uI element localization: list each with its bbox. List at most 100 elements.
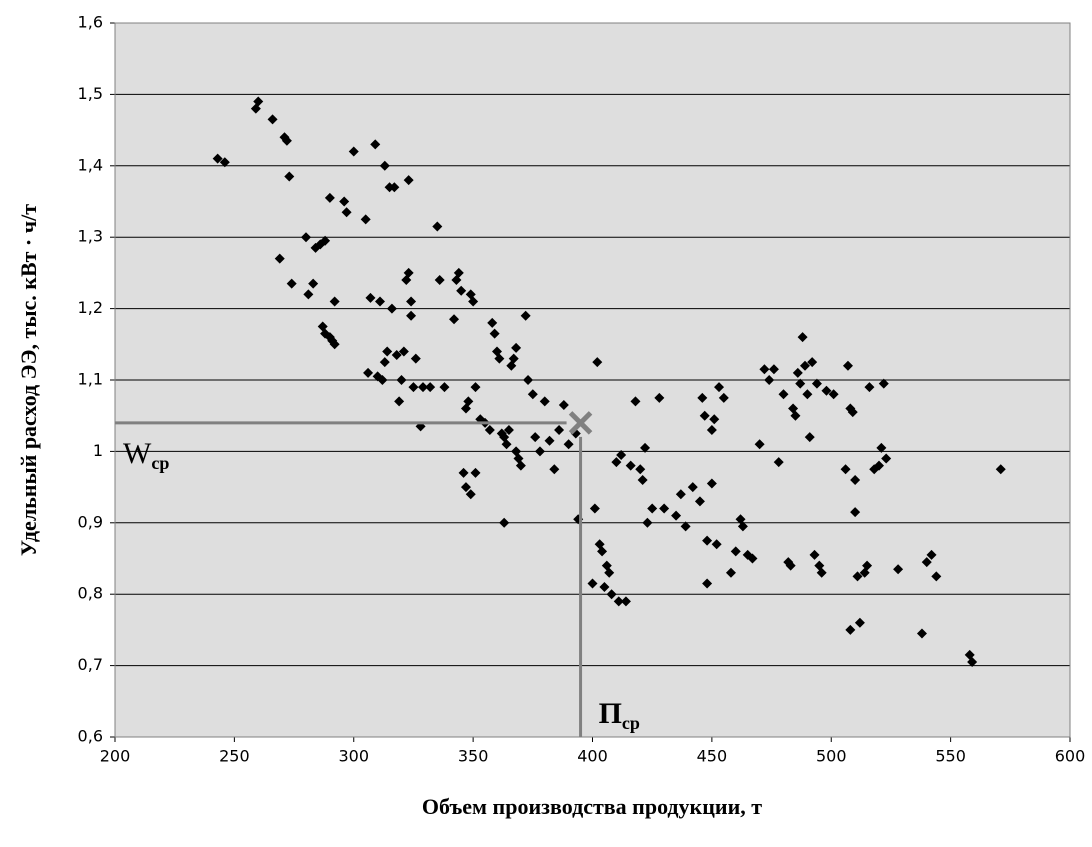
point	[616, 449, 627, 460]
point	[539, 396, 550, 407]
point	[878, 378, 889, 389]
point	[324, 192, 335, 203]
point	[845, 624, 856, 635]
point	[697, 392, 708, 403]
point	[921, 557, 932, 568]
point	[821, 385, 832, 396]
point	[523, 375, 534, 385]
point	[406, 310, 417, 321]
point	[558, 399, 569, 410]
point	[554, 424, 565, 435]
point	[396, 375, 407, 385]
point	[604, 567, 615, 578]
point	[840, 464, 851, 475]
x-tick-label: 400	[577, 747, 608, 766]
point	[659, 503, 670, 514]
point	[640, 442, 651, 453]
point	[375, 296, 386, 307]
point	[642, 517, 653, 528]
point	[508, 353, 519, 364]
point	[463, 396, 474, 407]
point	[592, 357, 603, 368]
point	[360, 214, 371, 225]
y-tick-label: 0,9	[78, 512, 103, 531]
point	[465, 489, 476, 500]
point	[804, 432, 815, 443]
point	[702, 578, 713, 589]
point	[816, 567, 827, 578]
plot-border	[114, 22, 1071, 738]
point	[842, 360, 853, 371]
x-tick-label: 450	[697, 747, 728, 766]
point	[759, 364, 770, 375]
x-tick-label: 550	[935, 747, 966, 766]
point	[527, 389, 538, 400]
point	[253, 96, 264, 107]
point	[487, 317, 498, 328]
point	[630, 396, 641, 407]
point	[494, 353, 505, 364]
annotation-main: W	[123, 437, 152, 470]
point	[714, 382, 725, 393]
y-tick-label: 1,4	[78, 155, 103, 174]
point	[967, 657, 978, 668]
y-tick-label: 1,2	[78, 298, 103, 317]
point	[795, 378, 806, 389]
annotation: Wср	[123, 437, 169, 473]
point	[893, 564, 904, 575]
point	[807, 357, 818, 368]
point	[549, 464, 560, 475]
point	[501, 439, 512, 450]
point	[611, 457, 622, 468]
point	[654, 392, 665, 403]
point	[730, 546, 741, 557]
point	[329, 296, 340, 307]
point	[530, 432, 541, 443]
point	[403, 267, 414, 278]
point	[737, 521, 748, 532]
point	[484, 424, 495, 435]
point	[329, 339, 340, 350]
annotation: Пср	[599, 697, 640, 733]
point	[410, 353, 421, 364]
point	[511, 342, 522, 353]
point	[370, 139, 381, 150]
point	[468, 296, 479, 307]
point	[439, 382, 450, 393]
point	[606, 589, 617, 600]
annotation-main: П	[599, 697, 622, 730]
point	[589, 503, 600, 514]
point	[365, 292, 376, 303]
point	[348, 146, 359, 157]
point	[394, 396, 405, 407]
point	[687, 482, 698, 493]
point	[625, 460, 636, 471]
annotation-sub: ср	[151, 453, 169, 473]
point	[850, 474, 861, 485]
y-tick-label: 0,8	[78, 584, 103, 603]
point	[267, 114, 278, 125]
point	[470, 382, 481, 393]
point	[768, 364, 779, 375]
point	[303, 289, 314, 300]
point	[876, 442, 887, 453]
x-axis-label: Объем производства продукции, т	[422, 794, 762, 819]
y-tick-label: 0,6	[78, 727, 103, 746]
point	[613, 596, 624, 607]
point	[620, 596, 631, 607]
point	[797, 332, 808, 343]
point	[284, 171, 295, 182]
point	[453, 267, 464, 278]
point	[680, 521, 691, 532]
point	[274, 253, 285, 264]
point	[764, 375, 775, 385]
point	[852, 571, 863, 582]
point	[718, 392, 729, 403]
point	[379, 357, 390, 368]
point	[408, 382, 419, 393]
point	[363, 367, 374, 378]
point	[635, 464, 646, 475]
point	[802, 389, 813, 400]
point	[790, 410, 801, 421]
